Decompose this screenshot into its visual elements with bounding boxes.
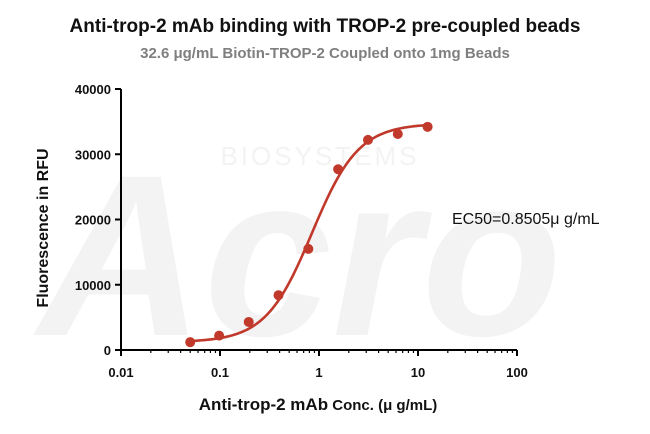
y-tick-label: 40000 <box>75 82 111 97</box>
data-point <box>185 337 196 348</box>
fit-curve <box>190 123 428 343</box>
y-tick-label: 10000 <box>75 278 111 293</box>
x-tick-label: 0.1 <box>211 365 229 380</box>
x-axis-label-unit: Conc. (μ g/mL) <box>328 397 437 414</box>
watermark: Acro BIOSYSTEMS <box>33 127 562 384</box>
x-tick-label: 0.01 <box>108 365 133 380</box>
data-point <box>243 316 254 327</box>
chart-subtitle: 32.6 μg/mL Biotin-TROP-2 Coupled onto 1m… <box>140 45 510 62</box>
data-points <box>185 121 433 348</box>
y-axis-label: Fluorescence in RFU <box>35 148 52 307</box>
data-point <box>273 290 284 301</box>
data-point <box>303 243 314 254</box>
y-tick-label: 20000 <box>75 213 111 228</box>
data-point <box>214 330 225 341</box>
x-axis-label: Anti-trop-2 mAb Conc. (μ g/mL) <box>199 395 438 414</box>
ec50-annotation: EC50=0.8505μ g/mL <box>452 211 600 228</box>
y-tick-label: 0 <box>104 343 111 358</box>
chart-title: Anti-trop-2 mAb binding with TROP-2 pre-… <box>69 16 581 37</box>
x-tick-label: 1 <box>315 365 322 380</box>
data-point <box>362 134 373 145</box>
data-point <box>392 129 403 140</box>
data-point <box>333 164 344 175</box>
watermark-sub: BIOSYSTEMS <box>220 141 419 171</box>
x-tick-label: 10 <box>411 365 425 380</box>
y-tick-label: 30000 <box>75 147 111 162</box>
x-axis-label-main: Anti-trop-2 mAb <box>199 395 328 414</box>
data-point <box>422 121 433 132</box>
fit-curve-group <box>190 123 428 343</box>
x-tick-label: 100 <box>506 365 528 380</box>
axes: 0 10000 20000 30000 40000 0.01 0.1 1 10 100 <box>75 82 528 380</box>
